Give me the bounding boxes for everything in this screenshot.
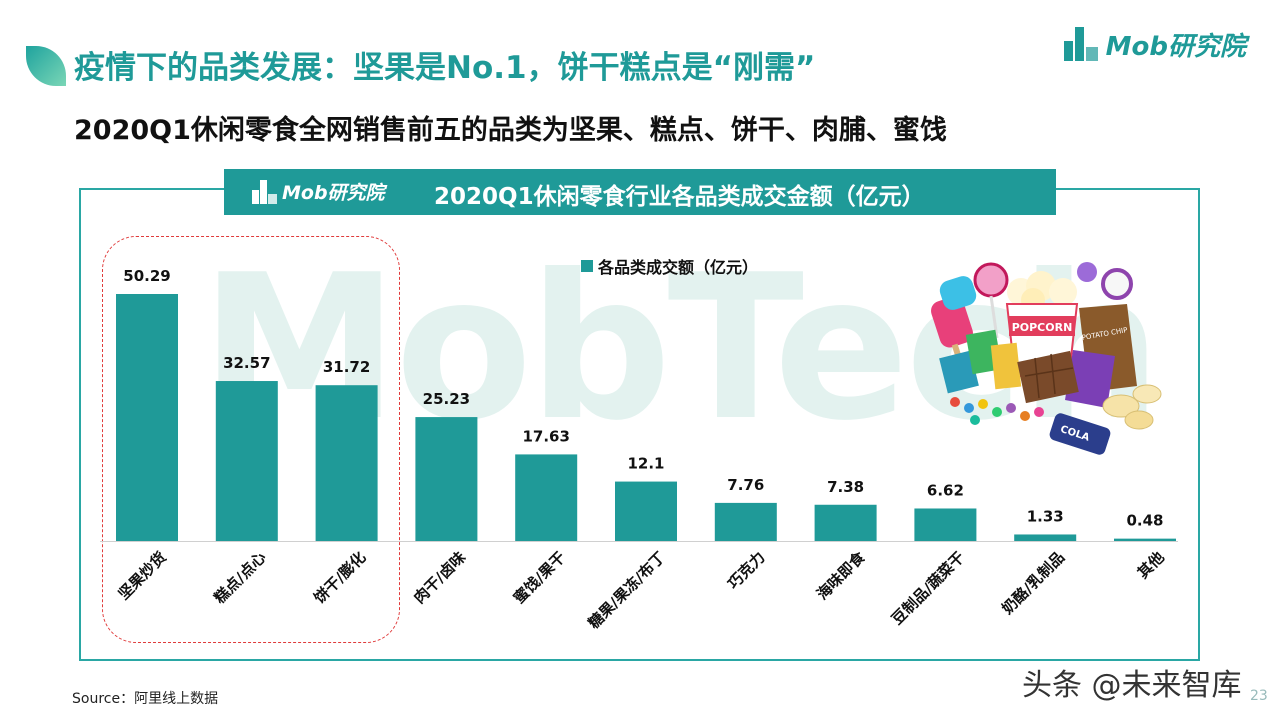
snack-packs-icon [939,329,1022,394]
lollipop-icon [973,262,1133,339]
page-number: 23 [1250,688,1268,704]
bar-5 [615,481,677,541]
popcorn-label: POPCORN [1012,321,1073,334]
chart-legend: 各品类成交额（亿元） [581,254,758,278]
ice-cream-icon [931,276,977,367]
data-label-3: 25.23 [423,390,470,408]
page-title: 疫情下的品类发展：坚果是No.1，饼干糕点是“刚需” [74,50,816,86]
data-label-4: 17.63 [522,427,569,445]
panel-brand-bars-icon [252,179,278,204]
bar-3 [415,417,478,541]
data-label-6: 7.76 [727,476,764,494]
category-label-5: 糖果/果冻/布丁 [585,548,669,632]
data-label-0: 50.29 [123,267,170,285]
data-label-2: 31.72 [323,358,370,376]
brand-name: Mob研究院 [1105,31,1246,62]
bar-4 [515,454,578,541]
bar-7 [814,504,877,541]
legend-swatch [581,260,593,272]
category-label-9: 奶酪/乳制品 [998,548,1068,618]
data-label-7: 7.38 [827,478,864,496]
category-label-6: 巧克力 [724,548,769,593]
legend-label: 各品类成交额（亿元） [598,258,759,277]
page-subtitle: 2020Q1休闲零食全网销售前五的品类为坚果、糕点、饼干、肉脯、蜜饯 [74,115,947,146]
chart-header-bar: Mob研究院 2020Q1休闲零食行业各品类成交金额（亿元） [224,169,1056,215]
category-label-2: 饼干/膨化 [310,548,369,607]
bar-0 [116,294,178,541]
bar-2 [315,385,378,541]
panel-brand-logo: Mob研究院 [252,178,385,205]
bar-1 [215,381,278,541]
snacks-illustration: POPCORN POTATO CHIP COLA [931,262,1162,455]
category-label-10: 其他 [1134,548,1168,582]
chips-bag-icon: POTATO CHIP [1065,304,1137,408]
candies-icon [950,397,1044,425]
chart-title: 2020Q1休闲零食行业各品类成交金额（亿元） [434,184,925,210]
brand-logo: Mob研究院 [1063,22,1246,66]
corner-watermark: 头条 @未来智库 [1022,668,1242,703]
category-label-3: 肉干/卤味 [410,548,469,607]
category-label-4: 蜜饯/果干 [510,548,569,607]
category-label-0: 坚果炒货 [115,548,170,603]
category-label-7: 海味即食 [813,547,869,603]
data-label-9: 1.33 [1027,507,1064,525]
brand-bars-icon [1063,27,1100,61]
potato-chips-icon [1102,384,1162,430]
data-label-8: 6.62 [927,481,964,499]
category-label-8: 豆制品/蔬菜干 [888,548,968,628]
bar-6 [714,502,777,541]
bar-8 [914,508,977,541]
bar-10 [1114,538,1176,541]
data-label-5: 12.1 [627,455,664,473]
chocolate-bar-icon [1017,350,1079,404]
top3-highlight-frame [102,236,400,643]
category-label-1: 糕点/点心 [211,548,270,607]
data-label-1: 32.57 [223,354,270,372]
cola-can-icon: COLA [1049,413,1111,455]
bar-9 [1014,534,1077,541]
data-label-10: 0.48 [1126,512,1163,530]
panel-brand-name: Mob研究院 [282,182,385,204]
source-note: Source：阿里线上数据 [72,691,219,707]
